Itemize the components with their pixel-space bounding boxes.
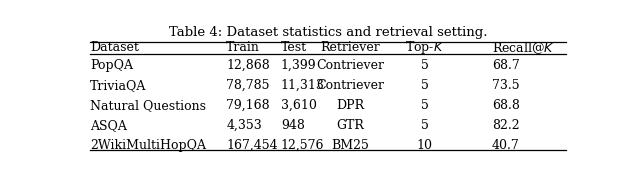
Text: 1,399: 1,399 — [281, 59, 317, 72]
Text: Top-$\mathit{K}$: Top-$\mathit{K}$ — [405, 39, 444, 57]
Text: Retriever: Retriever — [321, 41, 380, 54]
Text: 10: 10 — [417, 139, 433, 152]
Text: 5: 5 — [420, 99, 429, 112]
Text: 2WikiMultiHopQA: 2WikiMultiHopQA — [90, 139, 206, 152]
Text: 167,454: 167,454 — [227, 139, 278, 152]
Text: Train: Train — [227, 41, 260, 54]
Text: 79,168: 79,168 — [227, 99, 270, 112]
Text: 5: 5 — [420, 119, 429, 132]
Text: 73.5: 73.5 — [492, 79, 519, 92]
Text: TriviaQA: TriviaQA — [90, 79, 147, 92]
Text: DPR: DPR — [336, 99, 364, 112]
Text: Test: Test — [281, 41, 307, 54]
Text: BM25: BM25 — [332, 139, 369, 152]
Text: 11,313: 11,313 — [281, 79, 324, 92]
Text: Contriever: Contriever — [316, 59, 384, 72]
Text: 12,868: 12,868 — [227, 59, 270, 72]
Text: 68.7: 68.7 — [492, 59, 520, 72]
Text: Natural Questions: Natural Questions — [90, 99, 206, 112]
Text: 4,353: 4,353 — [227, 119, 262, 132]
Text: PopQA: PopQA — [90, 59, 133, 72]
Text: 68.8: 68.8 — [492, 99, 520, 112]
Text: Table 4: Dataset statistics and retrieval setting.: Table 4: Dataset statistics and retrieva… — [169, 26, 487, 39]
Text: 5: 5 — [420, 79, 429, 92]
Text: 5: 5 — [420, 59, 429, 72]
Text: 12,576: 12,576 — [281, 139, 324, 152]
Text: GTR: GTR — [337, 119, 364, 132]
Text: 82.2: 82.2 — [492, 119, 519, 132]
Text: Contriever: Contriever — [316, 79, 384, 92]
Text: 40.7: 40.7 — [492, 139, 520, 152]
Text: Recall@$\mathit{K}$: Recall@$\mathit{K}$ — [492, 40, 554, 56]
Text: Dataset: Dataset — [90, 41, 139, 54]
Text: 3,610: 3,610 — [281, 99, 317, 112]
Text: 948: 948 — [281, 119, 305, 132]
Text: ASQA: ASQA — [90, 119, 127, 132]
Text: 78,785: 78,785 — [227, 79, 270, 92]
